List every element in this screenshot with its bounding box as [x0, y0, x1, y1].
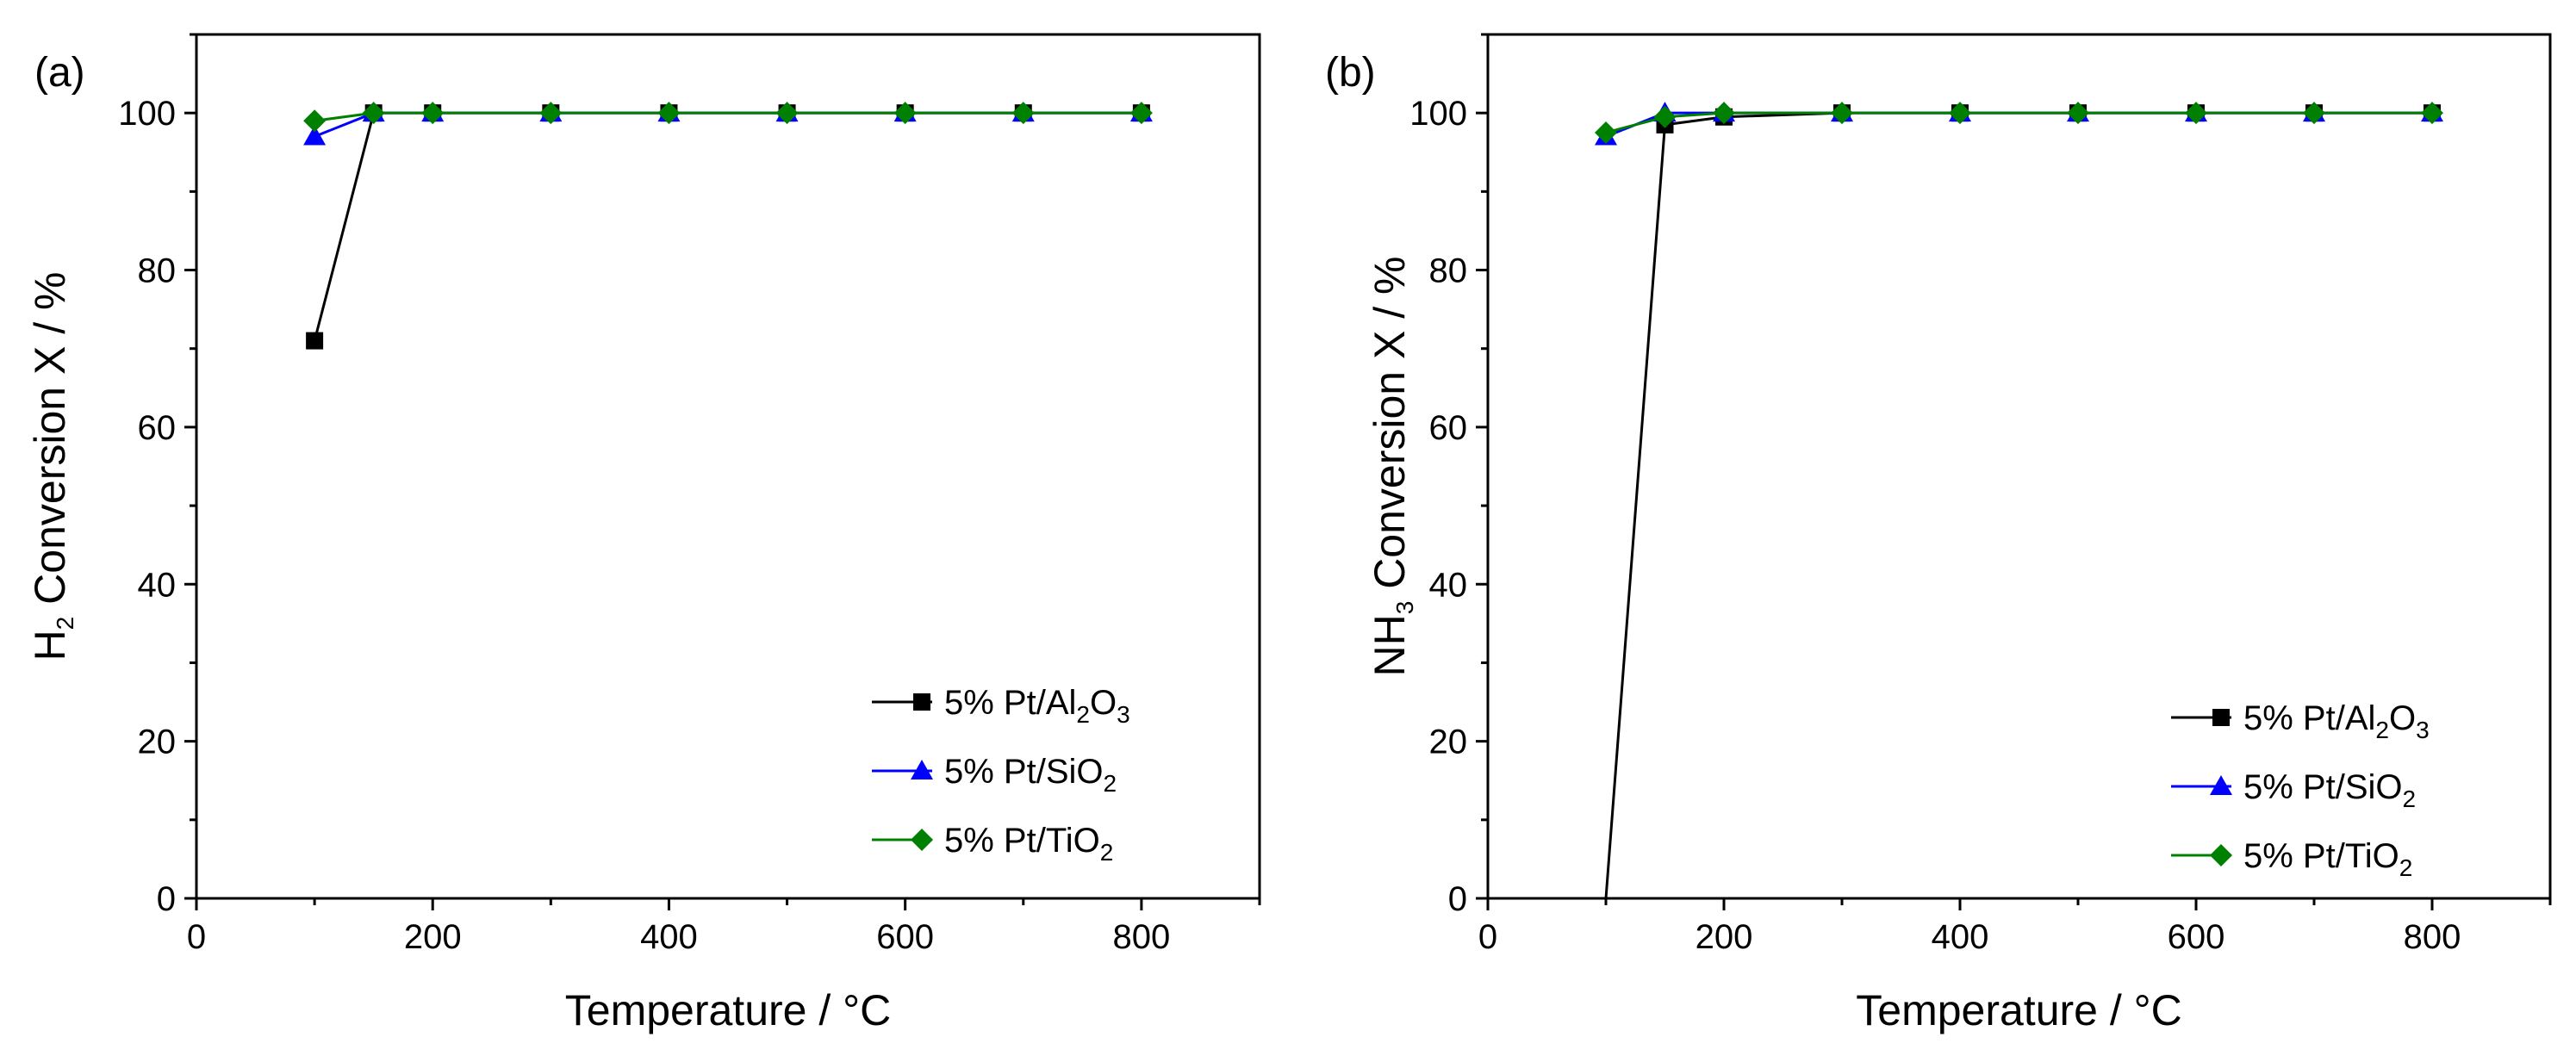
- text-part: 5% Pt/SiO: [944, 753, 1104, 791]
- chart-panel-b: 0 200 400 600 800 0 20 40 60 80 100 Temperature / °…: [1325, 33, 2552, 1034]
- series-2: [303, 102, 1153, 133]
- data-point: [1653, 105, 1677, 128]
- data-point: [303, 109, 327, 133]
- legend-marker: [2210, 775, 2232, 795]
- legend-marker: [911, 760, 933, 779]
- data-point: [1831, 102, 1853, 125]
- y-tick-label: 0: [1448, 880, 1467, 918]
- legend-label: 5% Pt/SiO2: [2243, 768, 2416, 812]
- legend-marker: [2210, 844, 2232, 866]
- text-part: 5% Pt/TiO: [2243, 837, 2399, 875]
- x-tick-label: 600: [876, 918, 934, 956]
- x-tick-label: 400: [640, 918, 698, 956]
- x-axis-title: Temperature / °C: [565, 986, 891, 1034]
- data-point: [2185, 102, 2207, 125]
- data-point: [2067, 102, 2089, 125]
- text-part: Conversion X / %: [26, 272, 74, 617]
- text-part: O: [2389, 699, 2416, 737]
- legend-label: 5% Pt/SiO2: [944, 753, 1117, 797]
- data-point: [1595, 121, 1617, 144]
- x-tick-label: 400: [1932, 918, 1989, 956]
- text-part: 5% Pt/TiO: [944, 822, 1100, 860]
- y-tick-label: 100: [1409, 95, 1467, 133]
- y-tick-label: 80: [138, 252, 177, 290]
- x-tick-label: 200: [404, 918, 462, 956]
- text-part: 5% Pt/Al: [2243, 699, 2375, 737]
- data-point: [303, 125, 327, 146]
- legend-marker: [2212, 709, 2230, 726]
- text-part: H: [26, 630, 74, 661]
- y-tick-label: 20: [138, 724, 177, 761]
- data-point: [1713, 102, 1735, 125]
- subscript-part: 3: [2416, 717, 2430, 743]
- y-tick-label: 80: [1429, 252, 1468, 290]
- data-point: [1011, 102, 1035, 125]
- data-point: [1949, 102, 1971, 125]
- y-tick-label: 20: [1429, 724, 1468, 761]
- y-tick-label: 60: [138, 409, 177, 447]
- data-point: [657, 102, 681, 125]
- x-axis-title: Temperature / °C: [1856, 986, 2181, 1034]
- data-point: [2421, 102, 2443, 125]
- y-tick-label: 40: [1429, 566, 1468, 604]
- subscript-part: 3: [1391, 601, 1418, 615]
- text-part: Conversion X / %: [1366, 257, 1414, 601]
- y-tick-label: 40: [138, 566, 177, 604]
- x-tick-label: 600: [2168, 918, 2225, 956]
- text-part: 5% Pt/SiO: [2243, 768, 2403, 806]
- y-axis-title: H2 Conversion X / %: [26, 272, 78, 661]
- panel-label: (b): [1325, 50, 1376, 96]
- x-tick-label: 200: [1696, 918, 1753, 956]
- subscript-part: 2: [2399, 854, 2413, 881]
- series-line: [313, 111, 1142, 341]
- data-point: [539, 102, 563, 125]
- legend-marker: [911, 829, 933, 851]
- subscript-part: 3: [1117, 701, 1130, 728]
- legend-marker: [913, 693, 930, 711]
- data-point: [306, 332, 324, 350]
- text-part: O: [1090, 684, 1117, 722]
- series-0: [306, 104, 1150, 350]
- plot-frame: [195, 33, 1261, 900]
- legend-label: 5% Pt/TiO2: [944, 822, 1113, 866]
- text-part: NH: [1366, 614, 1414, 676]
- data-point: [362, 102, 385, 125]
- legend-label: 5% Pt/Al2O3: [2243, 699, 2430, 743]
- data-point: [893, 102, 917, 125]
- subscript-part: 2: [1104, 770, 1117, 797]
- chart-panel-a: 0 200 400 600 800 0 20 40 60 80 100 Temperature / °…: [26, 33, 1261, 1034]
- subscript-part: 2: [2375, 717, 2389, 743]
- data-point: [2303, 102, 2325, 125]
- plot-frame: [1486, 33, 2552, 900]
- x-tick-label: 0: [1478, 918, 1497, 956]
- data-point: [775, 102, 799, 125]
- x-tick-label: 0: [187, 918, 206, 956]
- x-tick-label: 800: [2404, 918, 2461, 956]
- subscript-part: 2: [2403, 786, 2417, 812]
- data-point: [1129, 102, 1153, 125]
- y-tick-label: 60: [1429, 409, 1468, 447]
- series-2: [1595, 102, 2443, 144]
- data-point: [421, 102, 445, 125]
- x-tick-label: 800: [1113, 918, 1171, 956]
- panel-label: (a): [34, 50, 85, 96]
- subscript-part: 2: [52, 617, 78, 630]
- legend-label: 5% Pt/Al2O3: [944, 684, 1130, 728]
- legend-label: 5% Pt/TiO2: [2243, 837, 2412, 881]
- y-tick-label: 0: [157, 880, 176, 918]
- text-part: 5% Pt/Al: [944, 684, 1076, 722]
- y-axis-title: NH3 Conversion X / %: [1366, 257, 1418, 677]
- subscript-part: 2: [1076, 701, 1090, 728]
- subscript-part: 2: [1100, 839, 1114, 866]
- y-tick-label: 100: [118, 95, 176, 133]
